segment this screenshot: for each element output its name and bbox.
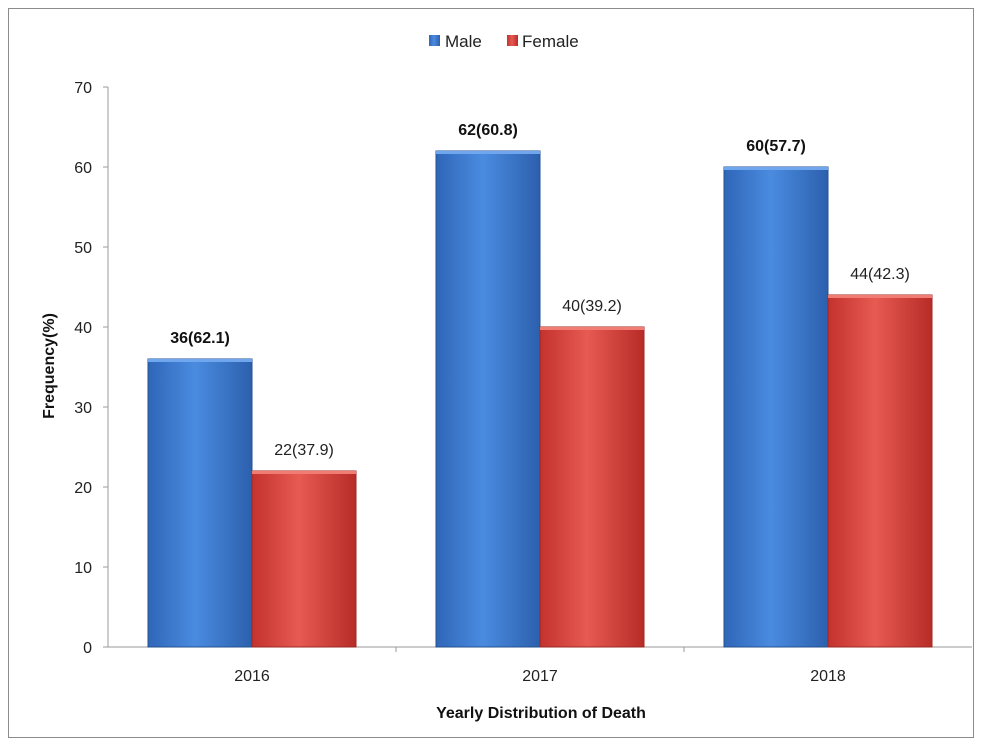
x-tick-label: 2018 — [810, 668, 846, 685]
bar-top-highlight — [724, 167, 828, 170]
legend-swatch-female — [507, 35, 518, 46]
y-tick-label: 30 — [74, 400, 92, 417]
data-label-male-2018: 60(57.7) — [746, 138, 806, 155]
bar-female-2016 — [251, 470, 357, 648]
bar-female-2017 — [539, 326, 645, 648]
data-label-female-2016: 22(37.9) — [274, 442, 334, 459]
legend-swatch-male — [429, 35, 440, 46]
y-tick-label: 70 — [74, 80, 92, 97]
x-axis-title: Yearly Distribution of Death — [436, 705, 646, 722]
bar-top-highlight — [540, 327, 644, 330]
x-tick-label: 2016 — [234, 668, 270, 685]
y-axis-title: Frequency(%) — [41, 313, 58, 419]
bar-top-highlight — [828, 295, 932, 298]
legend-label-female: Female — [522, 32, 579, 51]
y-tick-label: 40 — [74, 320, 92, 337]
bar-top-highlight — [252, 471, 356, 474]
bar-male-2017 — [435, 150, 541, 648]
data-label-male-2016: 36(62.1) — [170, 330, 230, 347]
bars — [147, 150, 933, 648]
data-label-female-2018: 44(42.3) — [850, 266, 910, 283]
bar-male-2018 — [723, 166, 829, 648]
x-tick-label: 2017 — [522, 668, 558, 685]
bar-top-highlight — [148, 359, 252, 362]
legend: Male Female — [429, 32, 579, 51]
legend-label-male: Male — [445, 32, 482, 51]
y-tick-label: 50 — [74, 240, 92, 257]
data-label-male-2017: 62(60.8) — [458, 122, 518, 139]
bar-male-2016 — [147, 358, 253, 648]
bar-female-2018 — [827, 294, 933, 648]
data-labels: 36(62.1) 22(37.9) 62(60.8) 40(39.2) 60(57.7)… — [170, 122, 910, 459]
data-label-female-2017: 40(39.2) — [562, 298, 622, 315]
bar-top-highlight — [436, 151, 540, 154]
y-tick-label: 20 — [74, 480, 92, 497]
y-tick-label: 0 — [83, 640, 92, 657]
y-tick-label: 10 — [74, 560, 92, 577]
y-tick-label: 60 — [74, 160, 92, 177]
